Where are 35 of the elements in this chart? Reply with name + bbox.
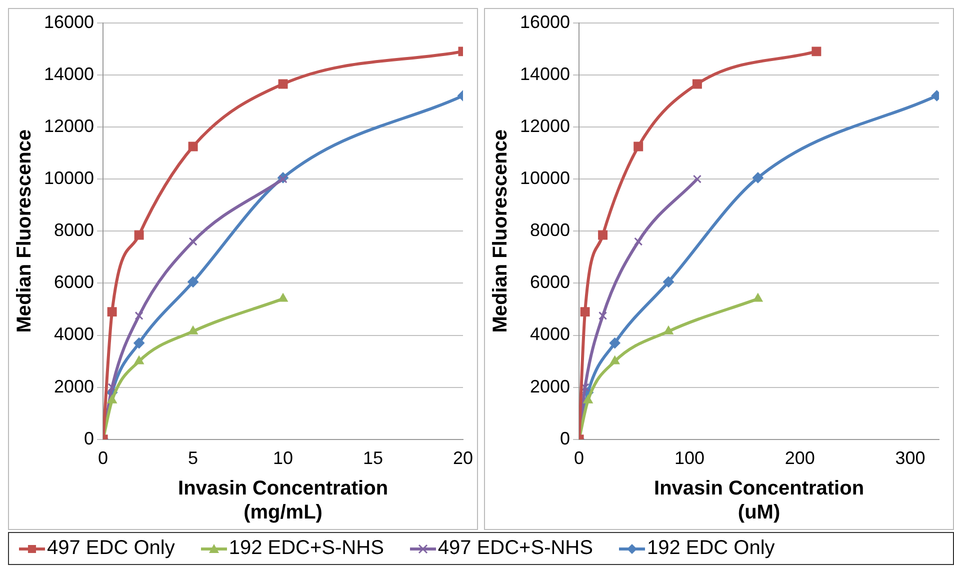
x-tick-label: 0 — [574, 448, 584, 468]
y-tick-label: 2000 — [530, 376, 570, 396]
y-tick-label: 10000 — [520, 168, 570, 188]
y-axis-title: Median Fluorescence — [14, 129, 36, 333]
legend-label: 192 EDC Only — [646, 537, 775, 560]
y-tick-label: 12000 — [44, 116, 94, 136]
y-tick-label: 4000 — [54, 324, 94, 344]
y-tick-label: 2000 — [54, 376, 94, 396]
x-tick-label: 200 — [784, 448, 815, 468]
y-tick-label: 0 — [560, 428, 570, 448]
legend-label: 192 EDC+S-NHS — [228, 537, 384, 560]
x-axis-title: Invasin Concentration (mg/mL) — [178, 478, 388, 524]
y-tick-label: 10000 — [44, 168, 94, 188]
y-tick-label: 8000 — [530, 220, 570, 240]
x-tick-label: 0 — [98, 448, 108, 468]
y-tick-label: 16000 — [44, 12, 94, 32]
y-tick-label: 0 — [84, 428, 94, 448]
x-tick-label: 15 — [363, 448, 384, 468]
x-tick-label: 10 — [273, 448, 294, 468]
y-tick-label: 14000 — [520, 64, 570, 84]
y-tick-label: 14000 — [44, 64, 94, 84]
y-tick-label: 4000 — [530, 324, 570, 344]
y-tick-label: 6000 — [530, 272, 570, 292]
x-tick-label: 300 — [895, 448, 926, 468]
x-tick-label: 20 — [452, 448, 474, 468]
y-tick-label: 6000 — [54, 272, 94, 292]
legend-label: 497 EDC+S-NHS — [438, 537, 593, 560]
y-axis-title: Median Fluorescence — [490, 129, 512, 333]
x-axis-title: Invasin Concentration (uM) — [654, 478, 864, 524]
y-tick-label: 8000 — [54, 220, 94, 240]
y-tick-label: 12000 — [520, 116, 570, 136]
x-tick-label: 100 — [674, 448, 704, 468]
legend-label: 497 EDC Only — [47, 537, 175, 560]
y-tick-label: 16000 — [520, 12, 570, 32]
x-tick-label: 5 — [188, 448, 198, 468]
